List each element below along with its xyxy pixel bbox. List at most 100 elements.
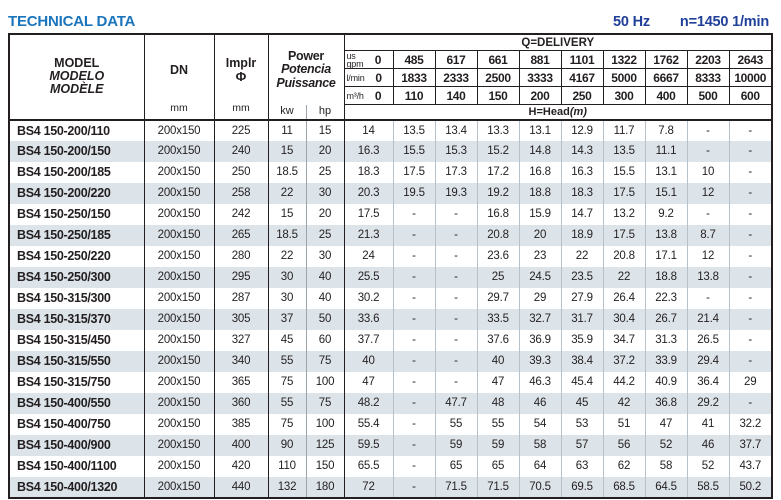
head-value-cell: 25.5 [344,266,394,288]
table-row: BS4 150-200/150 200x150 240 15 20 16.3 15.5 15.… [9,140,772,162]
delivery-value: 5000 [603,68,646,87]
speed-label: n=1450 1/min [679,14,769,30]
dn-cell: 200x150 [144,413,215,435]
head-value-cell: 41 [687,413,730,435]
table-row: BS4 150-250/300 200x150 295 30 40 25.5- -25 24.… [9,266,772,288]
head-value-cell: 59 [435,434,478,456]
head-value-cell: 23.6 [477,245,520,267]
impeller-cell: 225 [214,119,269,141]
page-title: TECHNICAL DATA [8,13,136,30]
model-cell: BS4 150-400/750 [9,413,145,435]
impeller-cell: 242 [214,203,269,225]
impeller-cell: 360 [214,392,269,414]
hp-cell: 20 [306,203,345,225]
delivery-value: 8333 [687,68,730,87]
table-row: BS4 150-315/750 200x150 365 75 100 47- -47 46.3… [9,371,772,393]
dn-cell: 200x150 [144,476,215,498]
header-line: MODÈLE [50,82,104,97]
table-row: BS4 150-315/550 200x150 340 55 75 40- -40 39.3 3… [9,350,772,372]
hp-cell: 150 [306,455,345,477]
hp-cell: 180 [306,476,345,498]
hp-cell: 40 [306,266,345,288]
head-value-cell: 36.4 [687,371,730,393]
operating-conditions: 50 Hz n=1450 1/min [613,14,773,30]
model-cell: BS4 150-400/900 [9,434,145,456]
head-value-cell: 20.3 [344,182,394,204]
head-value-cell: 26.5 [687,329,730,351]
delivery-value: 110 [393,86,436,105]
impeller-cell: 287 [214,287,269,309]
delivery-value: 3333 [519,68,562,87]
table-body: BS4 150-200/110 200x150 225 11 15 14 13.5 13.4 1… [9,119,772,498]
table-row: BS4 150-200/110 200x150 225 11 15 14 13.5 13.4 1… [9,119,772,141]
head-value-cell: - [393,476,436,498]
head-value-cell: 15.1 [645,182,688,204]
head-value-cell: - [748,397,753,409]
head-value-cell: 22 [561,245,604,267]
delivery-value: 140 [435,86,478,105]
model-cell: BS4 150-315/370 [9,308,145,330]
kw-cell: 11 [268,119,307,141]
head-value-cell: - [435,245,478,267]
head-value-cell: 19.2 [477,182,520,204]
power-column-header: Power Potencia Puissance [268,34,345,105]
head-value-cell: 15.5 [603,161,646,183]
head-value-cell: 29.7 [477,287,520,309]
head-value-cell: 32.7 [519,308,562,330]
head-value-cell: 42 [603,392,646,414]
delivery-value: 2500 [477,68,520,87]
head-value-cell: 45 [561,392,604,414]
head-value-cell: - [435,266,478,288]
head-value-cell: 15.9 [519,203,562,225]
delivery-value: 0 [374,88,382,103]
hp-cell: 15 [306,119,345,141]
delivery-value: 1833 [393,68,436,87]
dn-cell: 200x150 [144,434,215,456]
model-cell: BS4 150-315/450 [9,329,145,351]
head-value-cell: 14.3 [561,140,604,162]
head-value-cell: 55 [435,413,478,435]
impeller-cell: 265 [214,224,269,246]
delivery-value: 1101 [561,50,604,69]
head-value-cell: - [748,271,753,283]
dn-cell: 200x150 [144,371,215,393]
table-row: BS4 150-250/220 200x150 280 22 30 24- -23.6 23 2… [9,245,772,267]
delivery-value: 500 [687,86,730,105]
dn-unit: mm [170,101,188,114]
head-value-cell: - [435,224,478,246]
impeller-unit: mm [232,101,250,114]
head-value-cell: 20.8 [477,224,520,246]
dn-cell: 200x150 [144,392,215,414]
page-header: TECHNICAL DATA 50 Hz n=1450 1/min [8,6,773,30]
head-value-cell: 55.4 [344,413,394,435]
head-value-cell: 13.8 [645,224,688,246]
head-value-cell: 22 [603,266,646,288]
head-value-cell: 12 [687,245,730,267]
head-value-cell: 26.4 [603,287,646,309]
head-value-cell: 20 [519,224,562,246]
head-value-cell: 64.5 [645,476,688,498]
head-value-cell: - [393,455,436,477]
kw-cell: 22 [268,245,307,267]
dn-label: DN [169,62,189,77]
head-value-cell: 65 [477,455,520,477]
head-value-cell: 10 [687,161,730,183]
head-value-cell: 59 [477,434,520,456]
head-value-cell: - [748,208,753,220]
head-value-cell: 13.5 [393,119,436,141]
head-value-cell: 19.3 [435,182,478,204]
table-row: BS4 150-315/450 200x150 327 45 60 37.7- -37.6 3… [9,329,772,351]
head-value-cell: - [435,308,478,330]
model-cell: BS4 150-250/300 [9,266,145,288]
head-value-cell: - [748,187,753,199]
head-value-cell: - [393,287,436,309]
head-value-cell: - [393,245,436,267]
head-value-cell: 15.5 [393,140,436,162]
head-value-cell: 21.4 [687,308,730,330]
head-value-cell: 36.8 [645,392,688,414]
head-value-cell: - [748,313,753,325]
head-value-cell: 71.5 [435,476,478,498]
impeller-cell: 327 [214,329,269,351]
head-value-cell: 47.7 [435,392,478,414]
head-value-cell: 31.7 [561,308,604,330]
